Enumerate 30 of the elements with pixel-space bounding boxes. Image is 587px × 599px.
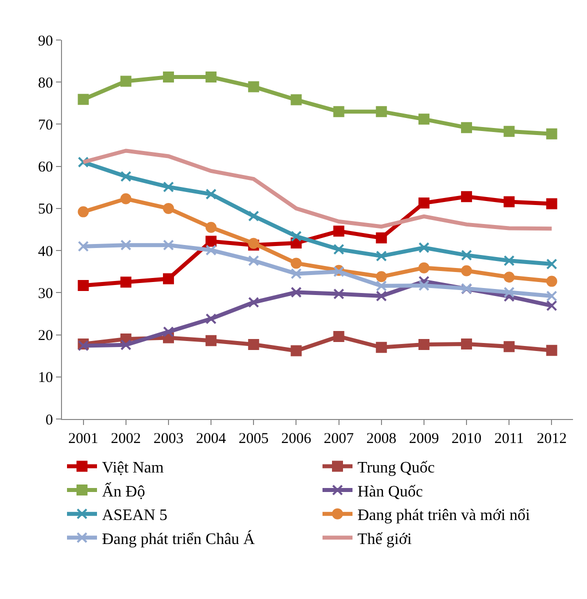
legend-label: Thế giới (358, 530, 412, 548)
y-tick-label: 90 (38, 33, 53, 50)
x-tick-label: 2004 (196, 431, 227, 447)
x-tick-label: 2007 (324, 431, 354, 447)
x-tick-label: 2009 (408, 431, 439, 447)
y-tick-label: 60 (38, 160, 53, 176)
legend-label: Hàn Quốc (358, 483, 423, 500)
x-tick-label: 2002 (110, 431, 141, 447)
legend-label: Đang phát triển Châu Á (102, 530, 256, 548)
y-tick-label: 10 (38, 370, 53, 386)
x-tick-label: 2006 (281, 431, 312, 447)
x-tick-label: 2011 (494, 431, 524, 447)
x-tick-label: 2005 (238, 431, 269, 447)
legend-label: Trung Quốc (358, 459, 435, 476)
x-tick-label: 2012 (536, 431, 567, 447)
x-tick-label: 2008 (366, 431, 396, 447)
x-tick-label: 2010 (452, 431, 482, 447)
x-tick-label: 2001 (68, 431, 98, 447)
x-tick-label: 2003 (153, 431, 184, 447)
y-tick-label: 30 (38, 286, 53, 302)
y-tick-label: 70 (38, 117, 53, 134)
legend-label: Việt Nam (102, 459, 164, 476)
y-tick-label: 80 (38, 75, 53, 92)
y-tick-label: 0 (46, 412, 53, 428)
legend-label: Ấn Độ (102, 481, 146, 500)
y-tick-label: 40 (38, 244, 53, 260)
legend-label: ASEAN 5 (102, 507, 168, 524)
y-tick-label: 20 (38, 328, 53, 344)
legend-label: Đang phát triên và mới nổi (358, 507, 530, 524)
y-tick-label: 50 (38, 202, 53, 218)
